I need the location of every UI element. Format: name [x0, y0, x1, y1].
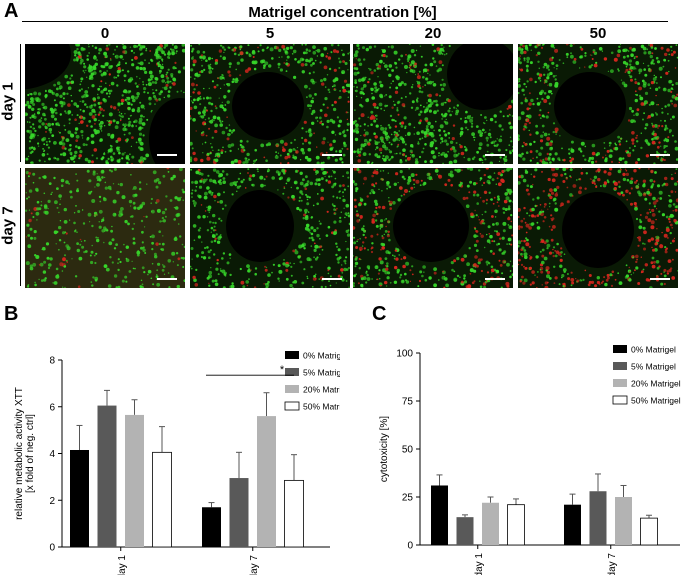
x-tick-label: day 1: [474, 553, 485, 575]
micrograph-day1-0: [25, 44, 185, 164]
row-label-day1: day 1: [0, 82, 17, 121]
bar-50matrigel-day7: [640, 517, 658, 546]
panel-a-title: Matrigel concentration [%]: [248, 4, 437, 21]
y-tick-label: 0: [49, 543, 55, 554]
legend-swatch: [612, 395, 628, 405]
micrograph-day1-50: [518, 44, 678, 164]
y-tick-label: 100: [396, 349, 413, 360]
micrograph-day7-50: [518, 168, 678, 288]
y-tick-label: 0: [407, 541, 413, 552]
bar-50matrigel-day7: [284, 479, 304, 548]
y-tick-label: 8: [49, 356, 55, 367]
column-label-0: 0: [100, 25, 110, 42]
row-divider-day1: [20, 44, 21, 162]
legend-label: 5% Matrigel: [303, 368, 340, 378]
x-tick-label: day 1: [117, 555, 128, 575]
bar-5matrigel-day1: [456, 517, 474, 545]
panel-a-letter: A: [4, 0, 19, 22]
legend-label: 0% Matrigel: [631, 345, 676, 355]
bar-20matrigel-day1: [125, 414, 144, 547]
column-label-20: 20: [424, 25, 442, 42]
bar-0matrigel-day1: [70, 449, 89, 547]
bar-5matrigel-day7: [589, 491, 607, 545]
y-tick-label: 6: [49, 402, 55, 413]
column-label-50: 50: [589, 25, 607, 42]
y-tick-label: 50: [402, 445, 414, 456]
cytotoxicity-bar-chart: 0 25 50 75 100 cytotoxicity [%] day 1 day 7 0% M…: [379, 345, 681, 576]
legend-swatch: [285, 351, 299, 359]
legend-label: 50% Matrigel: [631, 396, 681, 406]
legend-label: 50% Matrigel: [303, 402, 340, 412]
micrograph-day7-20: [353, 168, 513, 288]
bar-0matrigel-day7: [564, 504, 581, 545]
bar-20matrigel-day7: [257, 416, 276, 547]
y-axis-label-units: [x fold of neg. ctrl]: [25, 414, 36, 493]
micrograph-day7-5: [190, 168, 350, 288]
legend-swatch: [285, 368, 299, 376]
xtt-bar-chart: 0 2 4 6 8 relative metabolic activity XTT [x f…: [14, 351, 340, 576]
bar-0matrigel-day7: [202, 507, 221, 547]
row-label-day7: day 7: [0, 206, 17, 245]
y-tick-label: 25: [402, 493, 414, 504]
micrograph-day1-20: [353, 44, 513, 164]
y-axis-label: relative metabolic activity XTT: [14, 387, 25, 520]
bar-5matrigel-day7: [229, 478, 249, 547]
bar-20matrigel-day7: [615, 497, 632, 545]
legend-label: 20% Matrigel: [631, 379, 681, 389]
y-tick-label: 2: [49, 496, 55, 507]
row-divider-day7: [20, 168, 21, 286]
title-underline: [22, 21, 668, 22]
x-tick-label: day 7: [249, 555, 260, 575]
column-label-5: 5: [265, 25, 275, 42]
legend-swatch: [613, 362, 627, 370]
panel-c-letter: C: [372, 303, 387, 325]
bar-20matrigel-day1: [482, 502, 499, 545]
legend-label: 0% Matrigel: [303, 351, 340, 361]
micrograph-day7-0: [25, 168, 185, 288]
legend-swatch: [613, 379, 627, 387]
x-tick-label: day 7: [607, 553, 618, 575]
y-tick-label: 75: [402, 397, 414, 408]
legend-label: 5% Matrigel: [631, 362, 676, 372]
bar-50matrigel-day1: [152, 451, 172, 548]
bar-50matrigel-day1: [507, 504, 525, 546]
significance-marker: *: [280, 364, 285, 376]
y-tick-label: 4: [49, 449, 55, 460]
legend-swatch: [613, 345, 627, 353]
legend-swatch: [284, 401, 300, 411]
micrograph-day1-5: [190, 44, 350, 164]
bar-0matrigel-day1: [431, 485, 448, 545]
legend-label: 20% Matrigel: [303, 385, 340, 395]
y-axis-label: cytotoxicity [%]: [379, 416, 390, 482]
legend-swatch: [285, 385, 299, 393]
panel-b-letter: B: [4, 303, 19, 325]
bar-5matrigel-day1: [97, 405, 117, 547]
